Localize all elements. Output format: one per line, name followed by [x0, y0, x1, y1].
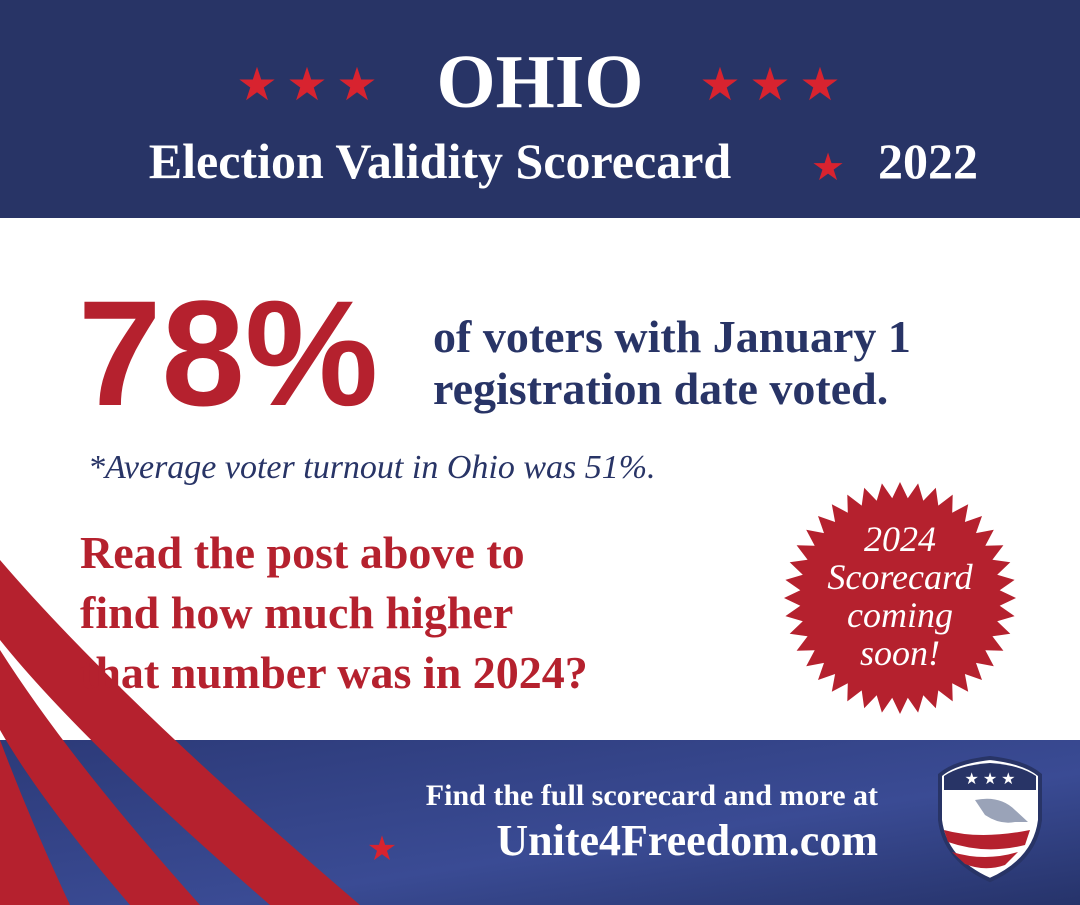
svg-text:★: ★	[811, 147, 845, 189]
stat-line: registration date voted.	[433, 363, 888, 414]
footer-text: Find the full scorecard and more at	[426, 779, 878, 812]
svg-text:★: ★	[699, 59, 740, 110]
logo: ★ ★ ★	[938, 755, 1042, 883]
title: OHIO	[437, 40, 644, 124]
svg-text:★: ★	[367, 831, 397, 868]
subtitle: Election Validity Scorecard	[149, 133, 732, 189]
year: 2022	[878, 133, 978, 189]
note: *Average voter turnout in Ohio was 51%.	[88, 449, 656, 486]
call-text: Read the post above to find how much high…	[80, 527, 588, 698]
svg-text:★: ★	[336, 59, 377, 110]
svg-text:★ ★ ★: ★ ★ ★	[964, 771, 1015, 788]
header-band	[0, 0, 1080, 218]
svg-text:★: ★	[286, 59, 327, 110]
svg-text:★: ★	[749, 59, 790, 110]
badge-line: 2024	[864, 519, 936, 559]
svg-text:★: ★	[799, 59, 840, 110]
badge-line: coming	[847, 595, 953, 635]
svg-text:★: ★	[236, 59, 277, 110]
call-line: find how much higher	[80, 587, 513, 638]
stars: ★ ★ ★ ★ ★ ★ ★ ★	[236, 59, 845, 868]
flag-stripes	[0, 560, 360, 905]
call-line: that number was in 2024?	[80, 647, 588, 698]
badge-line: Scorecard	[827, 557, 973, 597]
badge-burst	[784, 482, 1016, 714]
badge-line: soon!	[860, 633, 940, 673]
stat-line: of voters with January 1	[433, 311, 911, 362]
footer-url: Unite4Freedom.com	[496, 816, 878, 865]
call-line: Read the post above to	[80, 527, 525, 578]
stat-value: 78%	[78, 269, 378, 437]
